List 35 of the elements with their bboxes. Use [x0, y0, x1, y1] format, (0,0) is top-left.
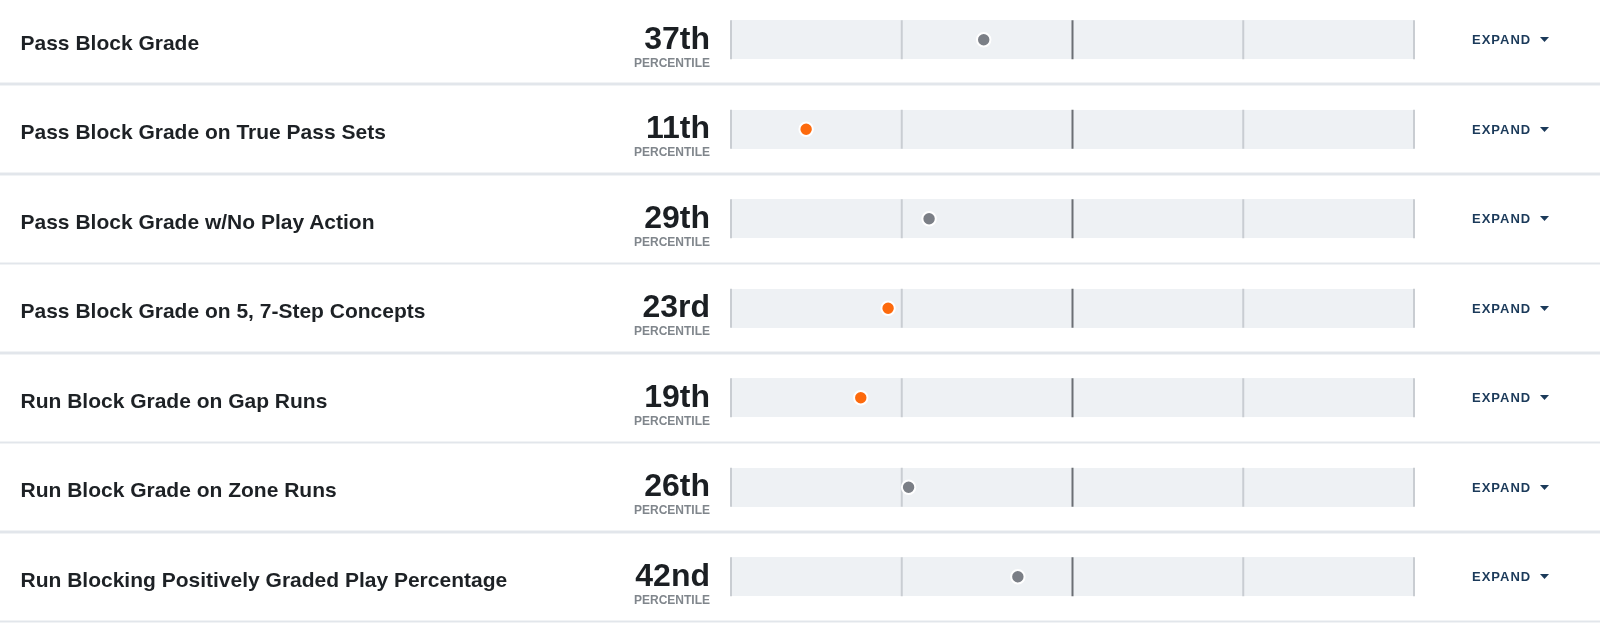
text: PERCENTILE: [633, 234, 710, 249]
y-tick-label: Run Block Grade on Zone Runs: [20, 478, 337, 501]
point: [976, 31, 992, 48]
data-label: 26th: [644, 467, 710, 503]
data-label: 37th: [644, 19, 710, 56]
text: EXPAND: [1472, 121, 1532, 137]
point: [798, 121, 814, 137]
point: [853, 389, 869, 406]
text: EXPAND: [1472, 32, 1532, 47]
text: EXPAND: [1472, 479, 1532, 495]
data-label: 29th: [644, 198, 710, 235]
text: EXPAND: [1472, 569, 1532, 584]
text: PERCENTILE: [633, 324, 710, 338]
text: PERCENTILE: [633, 503, 710, 517]
data-label: 19th: [644, 377, 710, 414]
point: [921, 210, 937, 227]
text: PERCENTILE: [633, 592, 710, 607]
y-tick-label: Pass Block Grade w/No Play Action: [20, 209, 375, 233]
data-label: 42nd: [635, 556, 710, 593]
text: PERCENTILE: [633, 145, 710, 159]
text: EXPAND: [1472, 390, 1532, 405]
data-label: 11th: [645, 109, 710, 145]
text: EXPAND: [1472, 211, 1532, 226]
y-tick-label: Pass Block Grade on 5, 7-Step Concepts: [20, 299, 426, 322]
y-tick-label: Run Block Grade on Gap Runs: [20, 388, 328, 412]
y-tick-label: Run Blocking Positively Graded Play Percentage: [20, 567, 508, 591]
y-tick-label: Pass Block Grade: [20, 30, 200, 54]
text: PERCENTILE: [633, 413, 710, 428]
y-tick-label: Pass Block Grade on True Pass Sets: [20, 120, 386, 143]
point: [880, 300, 896, 316]
data-label: 23rd: [642, 288, 710, 324]
point: [900, 479, 917, 495]
text: PERCENTILE: [633, 55, 710, 70]
point: [1010, 568, 1026, 585]
text: EXPAND: [1472, 300, 1532, 316]
